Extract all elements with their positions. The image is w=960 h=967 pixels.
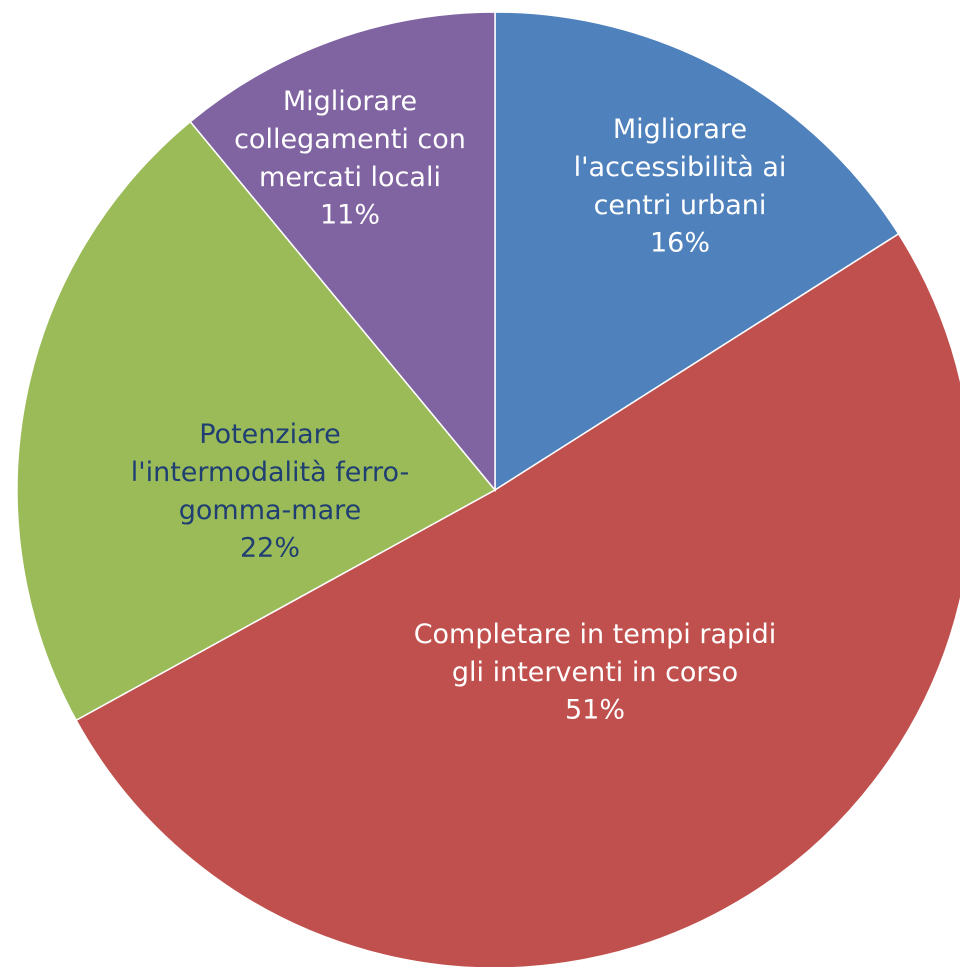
pie-slice — [75, 232, 960, 967]
slice-value-label: 11% — [320, 200, 380, 231]
pie-slice — [189, 11, 496, 493]
slice-label: Migliorare collegamenti con mercati locali — [234, 86, 466, 193]
slice-value-label: 51% — [565, 695, 625, 726]
pie-slice — [494, 11, 900, 492]
slice-label: Migliorare l'accessibilità ai centri urban… — [574, 114, 787, 221]
slice-value-label: 16% — [650, 228, 710, 259]
slice-label: Completare in tempi rapidi gli interventi… — [414, 619, 777, 688]
pie-slice — [16, 120, 497, 722]
slice-value-label: 22% — [240, 533, 300, 564]
slice-label: Potenziare l'intermodalità ferro-gomma-ma… — [131, 419, 410, 526]
